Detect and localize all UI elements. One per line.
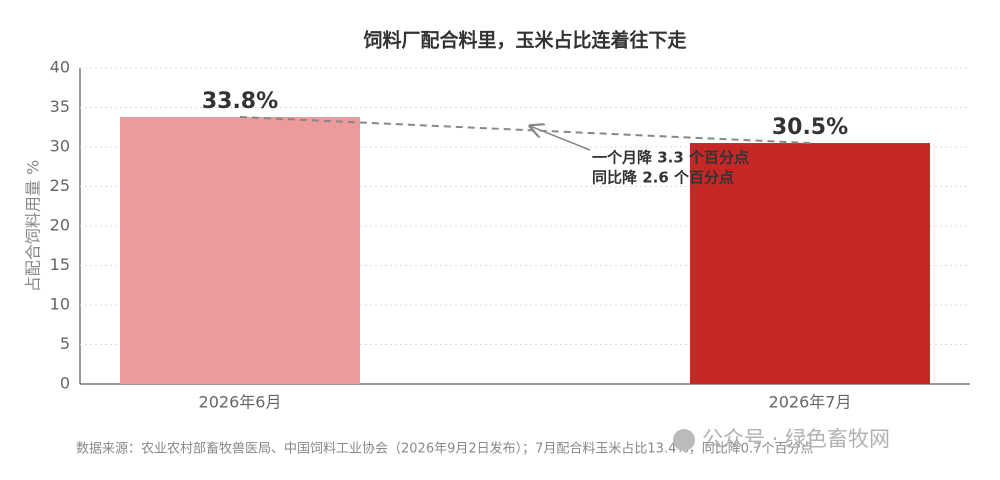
source-note: 数据来源：农业农村部畜牧兽医局、中国饲料工业协会（2026年9月2日发布）；7月… xyxy=(76,441,813,457)
y-tick-label: 0 xyxy=(60,374,70,393)
value-label: 30.5% xyxy=(772,115,848,140)
bar xyxy=(690,143,930,384)
y-tick-label: 20 xyxy=(50,216,70,235)
y-tick-label: 5 xyxy=(60,334,70,353)
bar xyxy=(120,116,360,384)
annotation: 同比降 2.6 个百分点 xyxy=(592,169,734,187)
x-tick-label: 2026年7月 xyxy=(769,393,852,412)
watermark-icon xyxy=(673,429,695,451)
y-tick-label: 25 xyxy=(50,176,70,195)
chart-title: 饲料厂配合料里，玉米占比连着往下走 xyxy=(362,29,686,52)
watermark: 公众号 · 绿色畜牧网 xyxy=(702,427,890,451)
y-tick-label: 35 xyxy=(50,97,70,116)
x-tick-label: 2026年6月 xyxy=(199,393,282,412)
y-tick-label: 30 xyxy=(50,137,70,156)
y-axis-label: 占配合饲料用量 % xyxy=(24,160,43,292)
value-label: 33.8% xyxy=(202,89,278,114)
annotation: 一个月降 3.3 个百分点 xyxy=(592,149,749,167)
y-tick-label: 15 xyxy=(50,255,70,274)
y-tick-label: 10 xyxy=(50,295,70,314)
y-tick-label: 40 xyxy=(50,58,70,77)
arrow xyxy=(530,126,591,151)
